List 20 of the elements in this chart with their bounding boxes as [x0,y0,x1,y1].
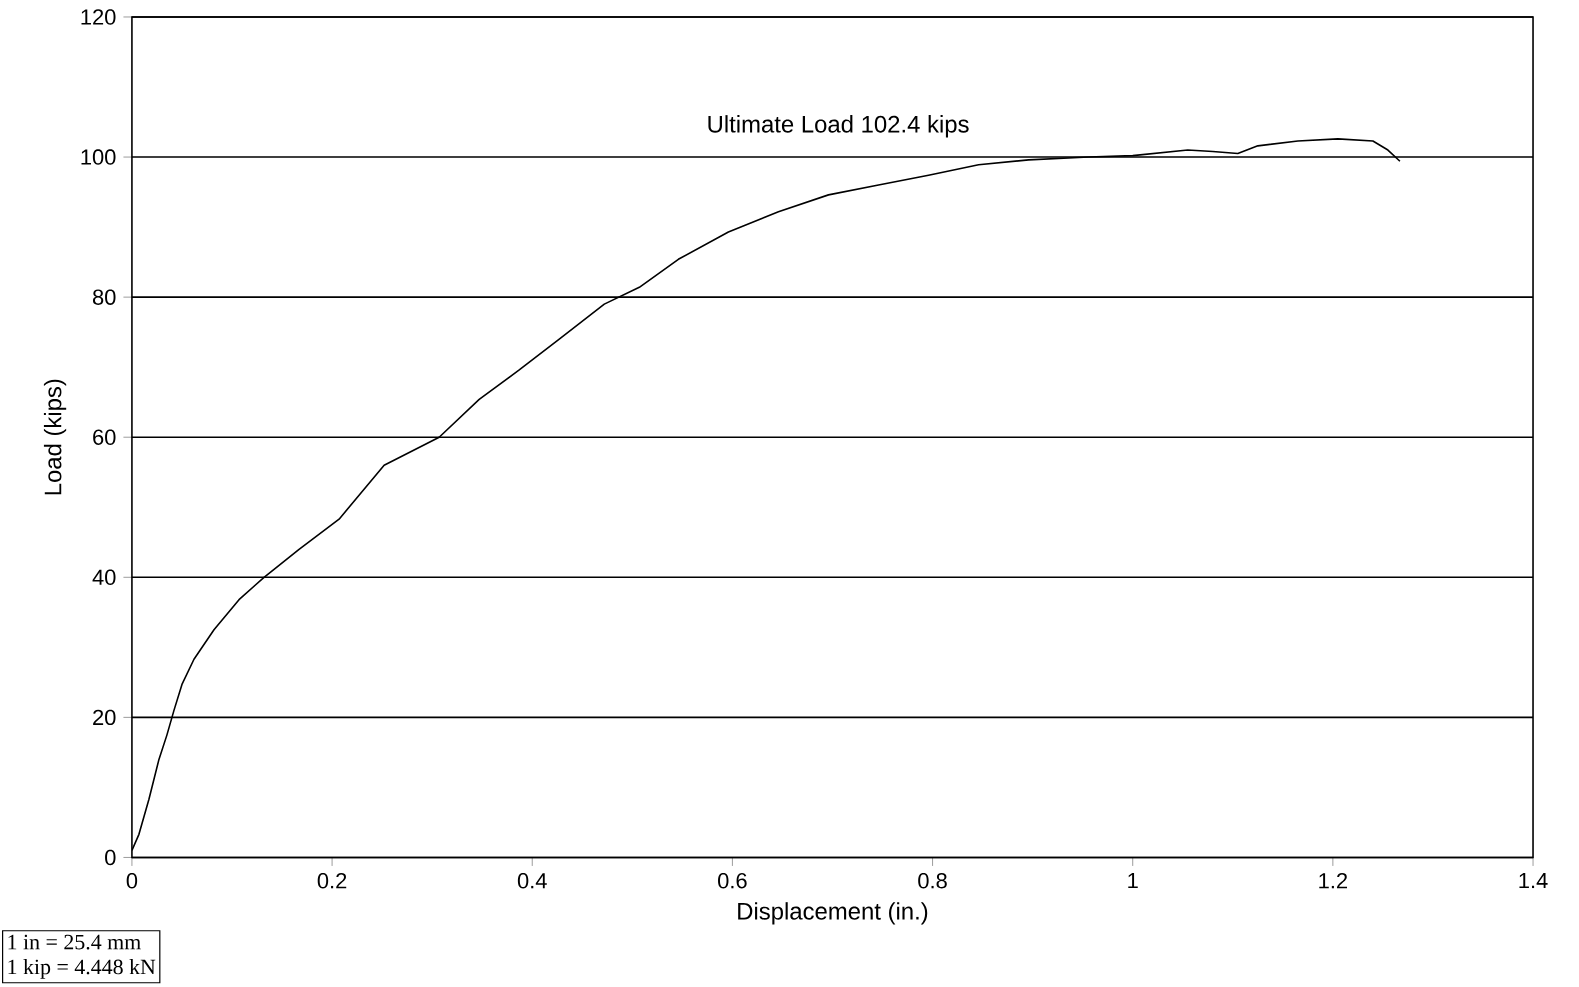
x-tick-label: 0.6 [718,872,747,889]
y-tick-label: 20 [93,709,116,725]
y-tick-label: 0 [105,849,116,866]
x-tick-label: 1.2 [1319,872,1348,889]
y-tick-label: 80 [92,289,116,305]
x-tick-label: 0.4 [517,872,547,889]
x-tick-label: 1.4 [1519,872,1548,888]
x-tick-label: 1 [1128,872,1138,888]
x-tick-label: 0.2 [317,872,347,889]
x-axis-title: Displacement (in.) [738,902,928,925]
text: 1 in = 25.4 mm [8,934,141,950]
y-tick-label: 60 [93,429,116,445]
y-axis-title: Load (kips) [43,379,67,495]
x-tick-label: 0.8 [918,872,947,889]
y-tick-label: 100 [81,149,116,165]
annotation: Ultimate Load 102.4 kips [708,114,969,138]
text: 1 kip = 4.448 kN [8,958,156,979]
x-tick-label: 0 [126,872,138,889]
y-tick-label: 120 [81,9,116,25]
y-tick-label: 40 [92,569,116,585]
